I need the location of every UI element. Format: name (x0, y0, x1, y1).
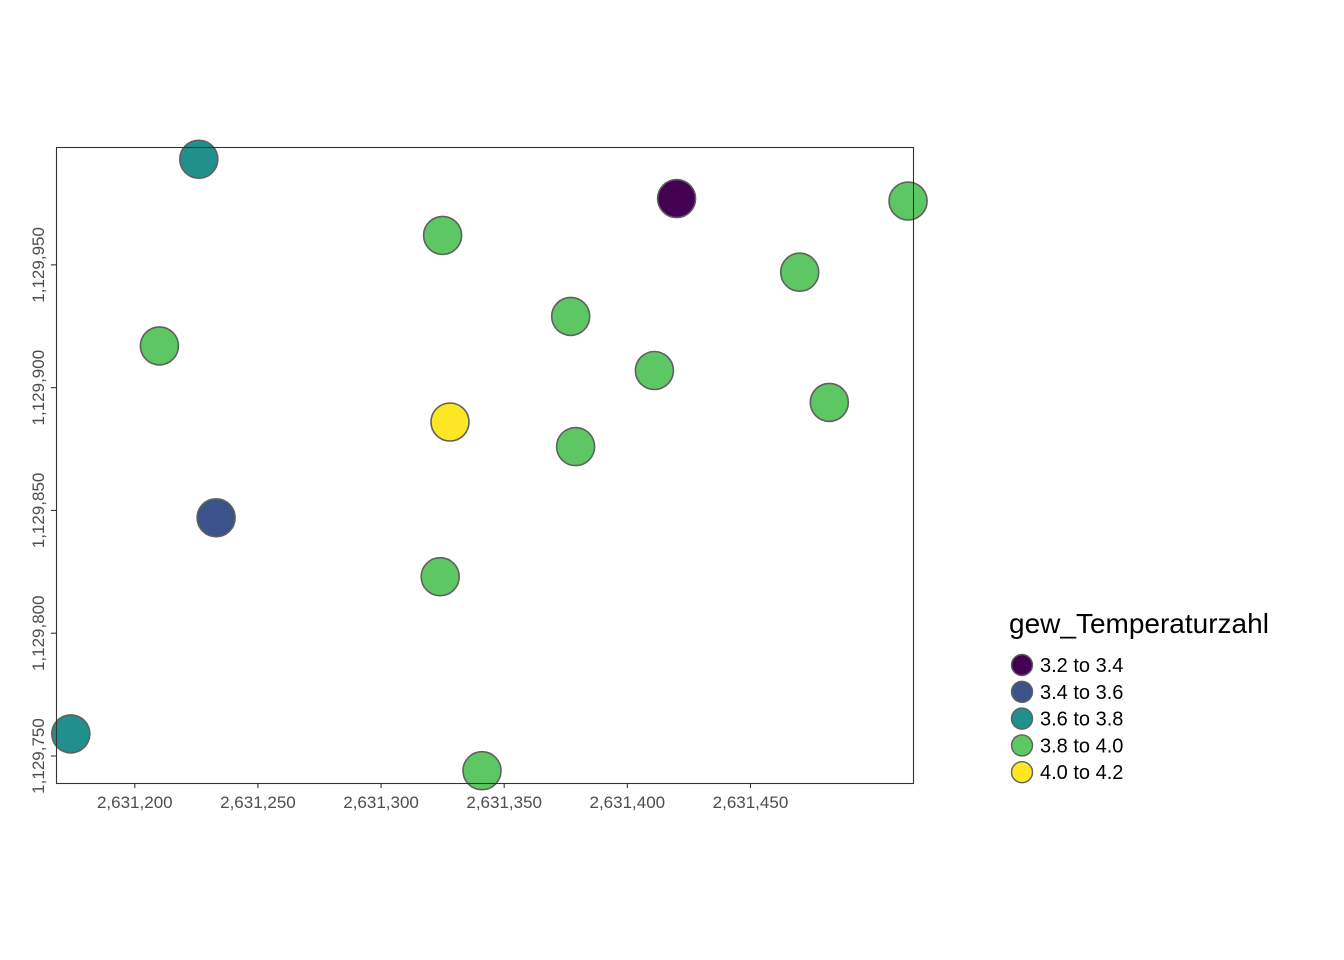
legend-key (1010, 653, 1034, 677)
x-tick-label: 2,631,250 (220, 793, 296, 812)
legend-key (1010, 707, 1034, 730)
data-point (179, 139, 219, 180)
legend-key (1010, 734, 1034, 757)
y-tick-label: 1,129,800 (29, 595, 48, 671)
legend: gew_Temperaturzahl 3.2 to 3.4 3.4 to 3.6 3… (1009, 608, 1269, 784)
x-tick-label: 2,631,350 (466, 793, 542, 812)
panel-border (55, 146, 915, 785)
data-point (139, 326, 180, 366)
data-point (634, 350, 675, 391)
legend-label: 3.6 to 3.8 (1040, 709, 1123, 731)
data-point (550, 296, 591, 337)
data-point (888, 181, 928, 221)
data-point (422, 215, 463, 256)
data-point (196, 497, 236, 538)
legend-label: 4.0 to 4.2 (1040, 762, 1123, 784)
data-point (420, 556, 461, 597)
x-tick-label: 2,631,300 (343, 793, 419, 812)
y-tick-label: 1,129,850 (29, 473, 48, 549)
data-point (51, 714, 91, 754)
data-point (779, 252, 820, 293)
legend-label: 3.4 to 3.6 (1040, 682, 1123, 704)
legend-key (1010, 761, 1034, 784)
axes-layer: 2,631,200 2,631,250 2,631,300 2,631,350 2,63… (29, 227, 788, 812)
x-tick-label: 2,631,200 (97, 793, 173, 812)
data-point (462, 750, 502, 791)
x-tick-label: 2,631,400 (590, 793, 666, 812)
data-point (555, 426, 596, 467)
points-layer (51, 139, 928, 791)
legend-key (1010, 680, 1034, 703)
data-point (656, 178, 697, 219)
y-tick-label: 1,129,900 (29, 350, 48, 426)
data-point (430, 402, 470, 442)
legend-label: 3.2 to 3.4 (1040, 655, 1123, 677)
y-tick-label: 1,129,950 (29, 227, 48, 303)
y-tick-label: 1,129,750 (29, 718, 48, 794)
legend-title: gew_Temperaturzahl (1009, 608, 1269, 639)
legend-label: 3.8 to 4.0 (1040, 735, 1123, 757)
data-point (809, 382, 850, 423)
x-tick-label: 2,631,450 (713, 793, 789, 812)
